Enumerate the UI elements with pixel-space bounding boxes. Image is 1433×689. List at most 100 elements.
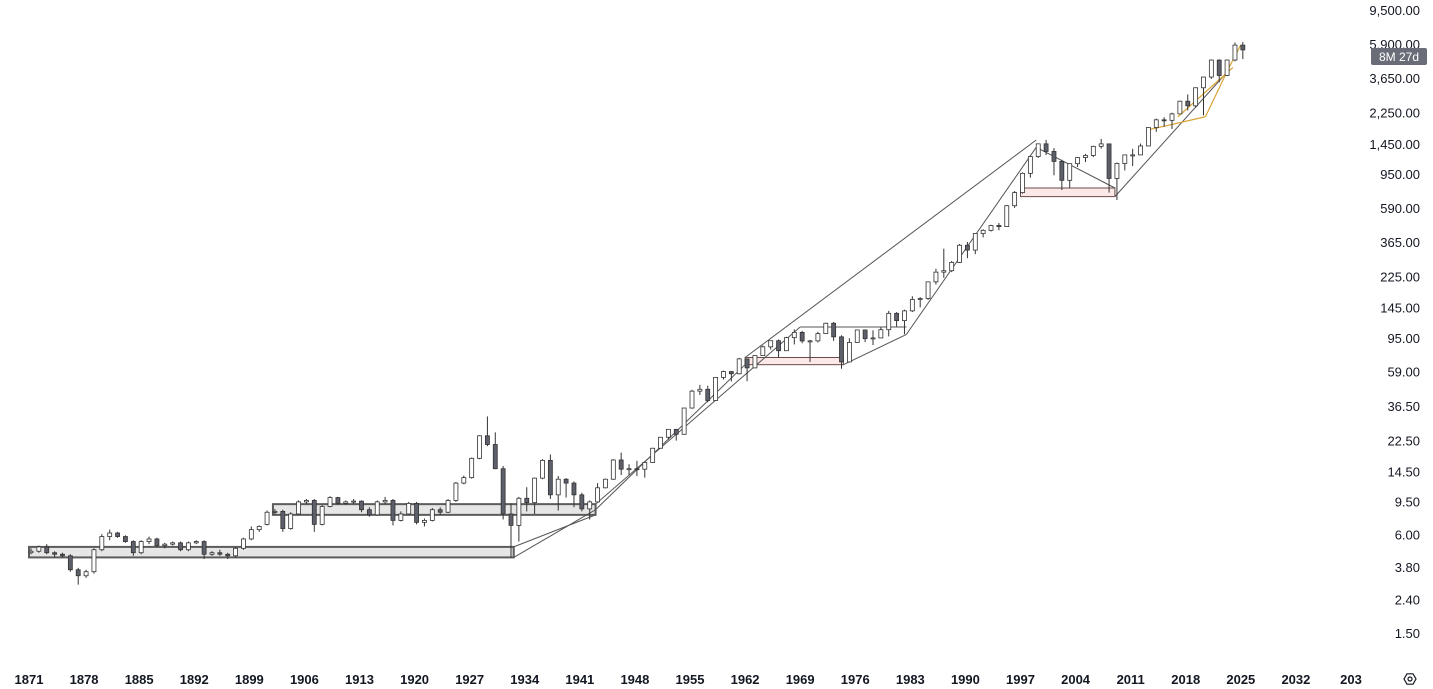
- candle-body-up: [1232, 44, 1238, 61]
- price-tick-label: 22.50: [1387, 433, 1420, 448]
- candle-body-up: [555, 478, 561, 496]
- candle: [721, 370, 726, 380]
- candle: [217, 549, 223, 556]
- candle: [437, 507, 443, 515]
- candle-body-up: [1020, 172, 1025, 193]
- candle-body-up: [1083, 155, 1088, 158]
- candle-body-up: [681, 407, 687, 435]
- time-tick-label: 1920: [400, 672, 429, 687]
- candle: [846, 338, 852, 363]
- time-tick-label: 1906: [290, 672, 319, 687]
- candle: [1059, 159, 1065, 190]
- projection-line[interactable]: [1036, 146, 1116, 189]
- time-tick-label: 1871: [15, 672, 44, 687]
- projection-line-orange[interactable]: [1150, 116, 1206, 130]
- candle: [965, 242, 970, 259]
- candle-body-down: [579, 494, 585, 510]
- candle-body-down: [563, 478, 569, 484]
- candle: [839, 335, 844, 369]
- candle: [75, 567, 81, 585]
- candle: [201, 540, 207, 560]
- candle: [319, 504, 325, 526]
- candle: [28, 548, 34, 555]
- projection-line[interactable]: [1114, 74, 1226, 197]
- candle-body-up: [1027, 156, 1033, 174]
- time-tick-label: 1934: [510, 672, 540, 687]
- candle: [1208, 59, 1214, 79]
- candle: [335, 496, 341, 505]
- candle: [626, 464, 632, 476]
- candle-body-down: [1043, 143, 1049, 152]
- time-tick-label: 2011: [1117, 672, 1145, 687]
- candle-body-down: [44, 546, 50, 554]
- candle: [366, 507, 372, 517]
- plot-area[interactable]: [28, 41, 1246, 585]
- candle: [280, 509, 286, 532]
- candle: [831, 322, 837, 341]
- candle-body-up: [185, 542, 191, 551]
- time-tick-label: 2025: [1226, 672, 1255, 687]
- candle-body-up: [241, 538, 246, 549]
- candle: [130, 540, 136, 556]
- candle-body-up: [1193, 87, 1199, 107]
- price-axis[interactable]: 9,500.005,900.003,650.002,250.001,450.00…: [1369, 3, 1420, 641]
- candle-body-down: [130, 541, 136, 554]
- candle: [1201, 76, 1206, 116]
- candle: [406, 501, 412, 515]
- candle: [193, 540, 199, 545]
- candle: [162, 542, 168, 549]
- candle-body-up: [603, 478, 608, 489]
- candle-body-up: [429, 509, 435, 521]
- candle: [422, 518, 427, 527]
- candle-body-down: [776, 340, 781, 352]
- candle: [296, 500, 301, 515]
- candle: [178, 541, 183, 552]
- demand-zone-red[interactable]: [744, 357, 844, 366]
- candle: [500, 465, 506, 520]
- candle-body-up: [422, 520, 427, 523]
- projection-line[interactable]: [595, 326, 801, 505]
- projection-line[interactable]: [513, 514, 596, 548]
- time-tick-label: 2018: [1171, 672, 1200, 687]
- projection-line-orange[interactable]: [1177, 66, 1234, 118]
- demand-zone-red[interactable]: [1020, 187, 1116, 198]
- projection-line[interactable]: [905, 146, 1037, 335]
- time-axis[interactable]: 1871 1878 1885 1892 1899 1906 1913 1920 1927 1934…: [15, 672, 1362, 687]
- candle-body-up: [957, 244, 962, 263]
- candle-body-up: [469, 457, 475, 479]
- candle: [1083, 153, 1088, 163]
- settings-icon[interactable]: [1403, 673, 1417, 685]
- candle: [894, 312, 899, 327]
- candle: [83, 569, 89, 578]
- candle: [1090, 145, 1096, 158]
- price-tick-label: 225.00: [1380, 269, 1420, 284]
- price-tick-label: 1.50: [1395, 626, 1420, 641]
- candle: [272, 508, 278, 515]
- candle-body-up: [374, 501, 380, 516]
- time-tick-label: 1899: [235, 672, 264, 687]
- candle-body-down: [123, 536, 128, 542]
- price-tick-label: 95.00: [1387, 331, 1420, 346]
- candle: [996, 223, 1002, 231]
- candle: [547, 454, 553, 499]
- candle: [123, 535, 128, 543]
- candle: [327, 496, 333, 508]
- candle-body-up: [933, 271, 939, 283]
- candle-body-down: [1240, 44, 1246, 51]
- price-tick-label: 6.00: [1395, 527, 1420, 542]
- projection-line[interactable]: [843, 333, 907, 366]
- candle: [579, 492, 585, 512]
- candle-body-up: [406, 502, 412, 515]
- candle-body-up: [138, 541, 144, 554]
- candle: [1138, 143, 1143, 156]
- candle: [886, 310, 892, 337]
- candle-body-down: [1059, 160, 1065, 181]
- projection-line[interactable]: [744, 139, 1037, 358]
- candle: [1012, 191, 1018, 208]
- candle-body-up: [99, 536, 105, 551]
- countdown-badge: 8M 27d: [1371, 48, 1427, 65]
- candle: [571, 481, 577, 508]
- candle: [304, 498, 309, 505]
- projection-line[interactable]: [513, 509, 596, 558]
